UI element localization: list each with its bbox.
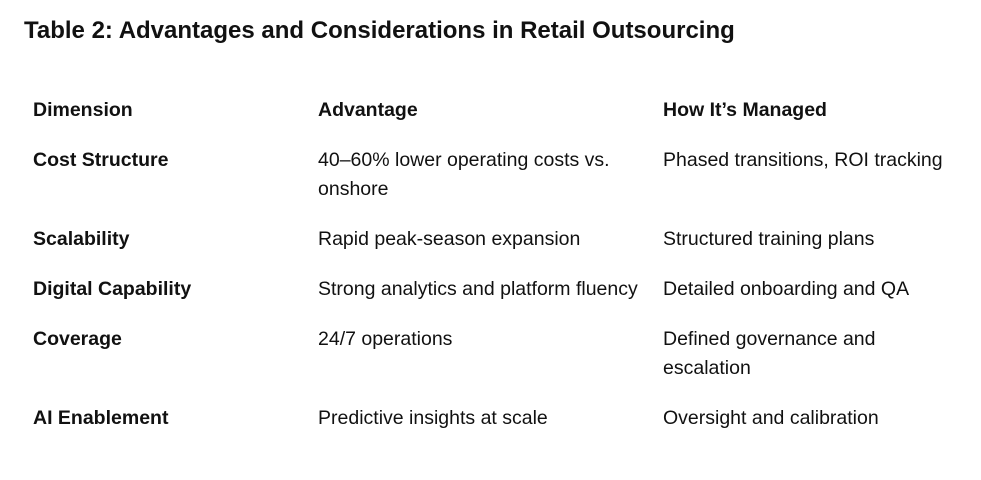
cell-dimension: Scalability [33, 228, 130, 250]
cell-dimension: AI Enablement [33, 407, 169, 429]
table-row: Coverage 24/7 operations Defined governa… [33, 325, 963, 404]
cell-dimension: Digital Capability [33, 278, 192, 300]
header-row: Dimension Advantage How It’s Managed [33, 96, 963, 146]
cell-advantage: Rapid peak-season expansion [318, 228, 581, 250]
table-row: Scalability Rapid peak-season expansion … [33, 225, 963, 275]
cell-dimension: Cost Structure [33, 149, 169, 171]
cell-advantage: Predictive insights at scale [318, 407, 548, 429]
cell-advantage: Strong analytics and platform fluency [318, 278, 638, 300]
cell-how-managed: Detailed onboarding and QA [663, 278, 910, 300]
table-row: Digital Capability Strong analytics and … [33, 275, 963, 325]
table-header: Dimension Advantage How It’s Managed [33, 96, 963, 146]
table-row: Cost Structure 40–60% lower operating co… [33, 146, 963, 225]
cell-how-managed: Phased transitions, ROI tracking [663, 149, 943, 171]
cell-dimension: Coverage [33, 328, 122, 350]
table-title: Table 2: Advantages and Considerations i… [24, 17, 735, 44]
table-body: Cost Structure 40–60% lower operating co… [33, 146, 963, 433]
cell-how-managed: Structured training plans [663, 228, 875, 250]
cell-how-managed: Defined governance and escalation [663, 328, 876, 379]
header-how-managed: How It’s Managed [663, 99, 827, 121]
header-advantage: Advantage [318, 99, 418, 121]
table-row: AI Enablement Predictive insights at sca… [33, 404, 963, 433]
cell-how-managed: Oversight and calibration [663, 407, 879, 429]
outsourcing-table: Dimension Advantage How It’s Managed Cos… [33, 96, 963, 433]
cell-advantage: 24/7 operations [318, 328, 453, 350]
header-dimension: Dimension [33, 99, 133, 121]
cell-advantage: 40–60% lower operating costs vs. onshore [318, 149, 610, 200]
